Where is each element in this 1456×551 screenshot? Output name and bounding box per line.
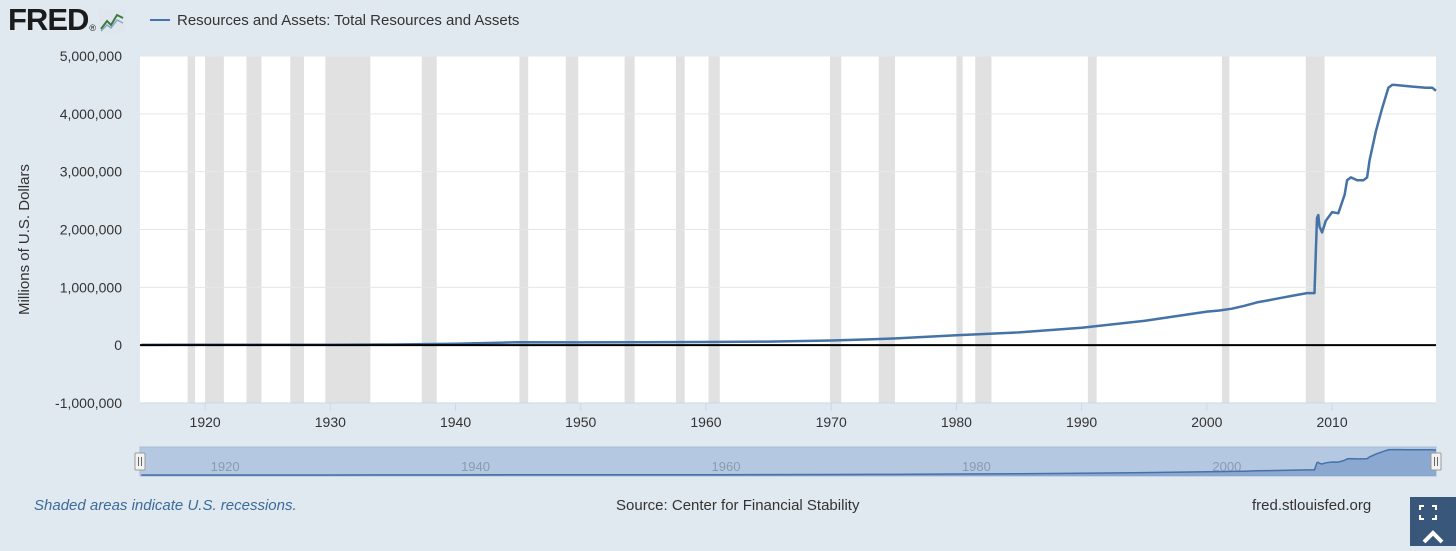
navigator-area bbox=[141, 449, 1436, 476]
y-tick-label: 4,000,000 bbox=[60, 106, 122, 122]
x-tick-label: 1970 bbox=[816, 414, 847, 430]
fullscreen-icon bbox=[1419, 505, 1444, 544]
navigator-tick-label: 1920 bbox=[211, 459, 240, 474]
y-tick-label: 1,000,000 bbox=[60, 279, 122, 295]
fred-logo[interactable]: FRED ® bbox=[8, 2, 126, 38]
recession-note-link[interactable]: Shaded areas indicate U.S. recessions. bbox=[34, 497, 297, 514]
navigator-tick-label: 1980 bbox=[962, 459, 991, 474]
legend-label: Resources and Assets: Total Resources an… bbox=[177, 11, 520, 29]
y-tick-label: -1,000,000 bbox=[55, 395, 122, 411]
x-tick-label: 2000 bbox=[1191, 414, 1222, 430]
y-tick-label: 3,000,000 bbox=[60, 164, 122, 180]
fred-logo-text: FRED bbox=[8, 2, 89, 37]
x-tick-label: 1920 bbox=[190, 414, 221, 430]
fred-graph-icon bbox=[99, 9, 126, 33]
x-tick-label: 1960 bbox=[690, 414, 721, 430]
fullscreen-button[interactable] bbox=[1410, 497, 1456, 546]
chart-canvas: -1,000,000 0 1,000,000 2,000,000 3,000,000 4,… bbox=[16, 48, 1442, 477]
fred-logo-registered: ® bbox=[89, 23, 97, 33]
x-tick-label: 2010 bbox=[1316, 414, 1347, 430]
y-tick-label: 0 bbox=[114, 337, 122, 353]
x-tick-label: 1990 bbox=[1066, 414, 1097, 430]
y-tick-label: 2,000,000 bbox=[60, 222, 122, 238]
chart-header: FRED ® Resources and Assets: Total Resou… bbox=[0, 0, 1456, 42]
legend-item[interactable]: Resources and Assets: Total Resources an… bbox=[150, 10, 519, 30]
navigator-right-handle[interactable] bbox=[1430, 452, 1442, 471]
x-tick-label: 1930 bbox=[315, 414, 346, 430]
navigator-tick-label: 1940 bbox=[461, 459, 490, 474]
scroll-up-icon bbox=[1422, 530, 1444, 544]
source-text: Source: Center for Financial Stability bbox=[616, 497, 860, 514]
x-tick-label: 1950 bbox=[565, 414, 596, 430]
x-tick-label: 1940 bbox=[440, 414, 471, 430]
handle-grip bbox=[134, 452, 146, 471]
handle-grip bbox=[1430, 452, 1442, 471]
y-axis-title: Millions of U.S. Dollars bbox=[16, 164, 33, 315]
navigator-left-handle[interactable] bbox=[134, 452, 146, 471]
series-line bbox=[141, 83, 1437, 347]
y-tick-label: 5,000,000 bbox=[60, 48, 122, 64]
navigator-line bbox=[141, 448, 1437, 476]
legend-swatch bbox=[150, 19, 170, 21]
site-link[interactable]: fred.stlouisfed.org bbox=[1252, 497, 1372, 514]
x-tick-label: 1980 bbox=[941, 414, 972, 430]
navigator-tick-label: 1960 bbox=[712, 459, 741, 474]
navigator-tick-label: 2000 bbox=[1212, 459, 1241, 474]
